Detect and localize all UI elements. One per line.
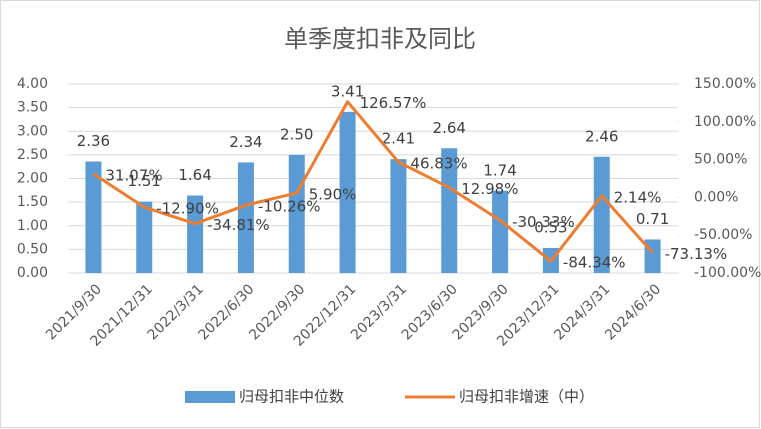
bar-value-label: 1.74 [483,161,516,179]
legend-label: 归母扣非增速（中） [459,388,594,406]
y2-tick-label: 50.00% [694,152,747,168]
y-tick-label: 4.00 [17,76,48,92]
y2-tick-label: -50.00% [694,227,752,243]
bar-value-label: 3.41 [331,82,364,100]
y-tick-label: 1.50 [17,194,48,210]
legend-swatch [185,391,235,403]
y2-tick-label: -100.00% [694,265,761,281]
bar [85,161,102,273]
line-value-label: -10.26% [258,198,321,216]
line-value-label: 12.98% [461,180,518,198]
bar-value-label: 1.51 [128,172,161,190]
bar [237,162,254,273]
bar [593,156,610,273]
line-value-label: -12.90% [156,200,219,218]
chart-title: 单季度扣非及同比 [284,25,476,53]
bar [187,195,204,273]
y-tick-label: 0.50 [17,241,48,257]
y-tick-label: 3.00 [17,123,48,139]
line [92,100,654,263]
line-value-label: 2.14% [614,188,662,206]
line-value-label: 126.57% [360,94,427,112]
bar-value-label: 1.64 [178,166,211,184]
bar [390,159,407,273]
y-tick-label: 3.50 [17,100,48,116]
y-tick-label: 2.00 [17,171,48,187]
line-value-label: -30.33% [512,213,575,231]
line-value-label: -84.34% [563,254,626,272]
line-value-label: 5.90% [309,185,357,203]
bar-value-label: 2.36 [77,132,110,150]
bar-value-label: 2.46 [585,127,618,145]
bar [441,148,458,273]
line-value-label: 31.07% [105,166,162,184]
y2-tick-label: 150.00% [694,76,756,92]
y-tick-label: 0.00 [17,265,48,281]
line-value-label: 46.83% [410,154,467,172]
y2-tick-label: 100.00% [694,114,756,130]
line-value-label: -34.81% [207,216,270,234]
y-tick-label: 1.00 [17,218,48,234]
bar-value-label: 0.71 [636,210,669,228]
bar-value-label: 2.50 [280,125,313,143]
y-tick-label: 2.50 [17,147,48,163]
bar-value-label: 2.34 [229,133,262,151]
legend-label: 归母扣非中位数 [239,388,344,406]
bar [136,201,153,273]
bar [339,111,356,273]
bar-value-label: 2.64 [433,119,466,137]
bar-value-label: 2.41 [382,130,415,148]
y2-tick-label: 0.00% [694,189,738,205]
bar-value-label: 0.53 [534,218,567,236]
line-value-label: -73.13% [665,245,728,263]
bar [492,190,509,273]
